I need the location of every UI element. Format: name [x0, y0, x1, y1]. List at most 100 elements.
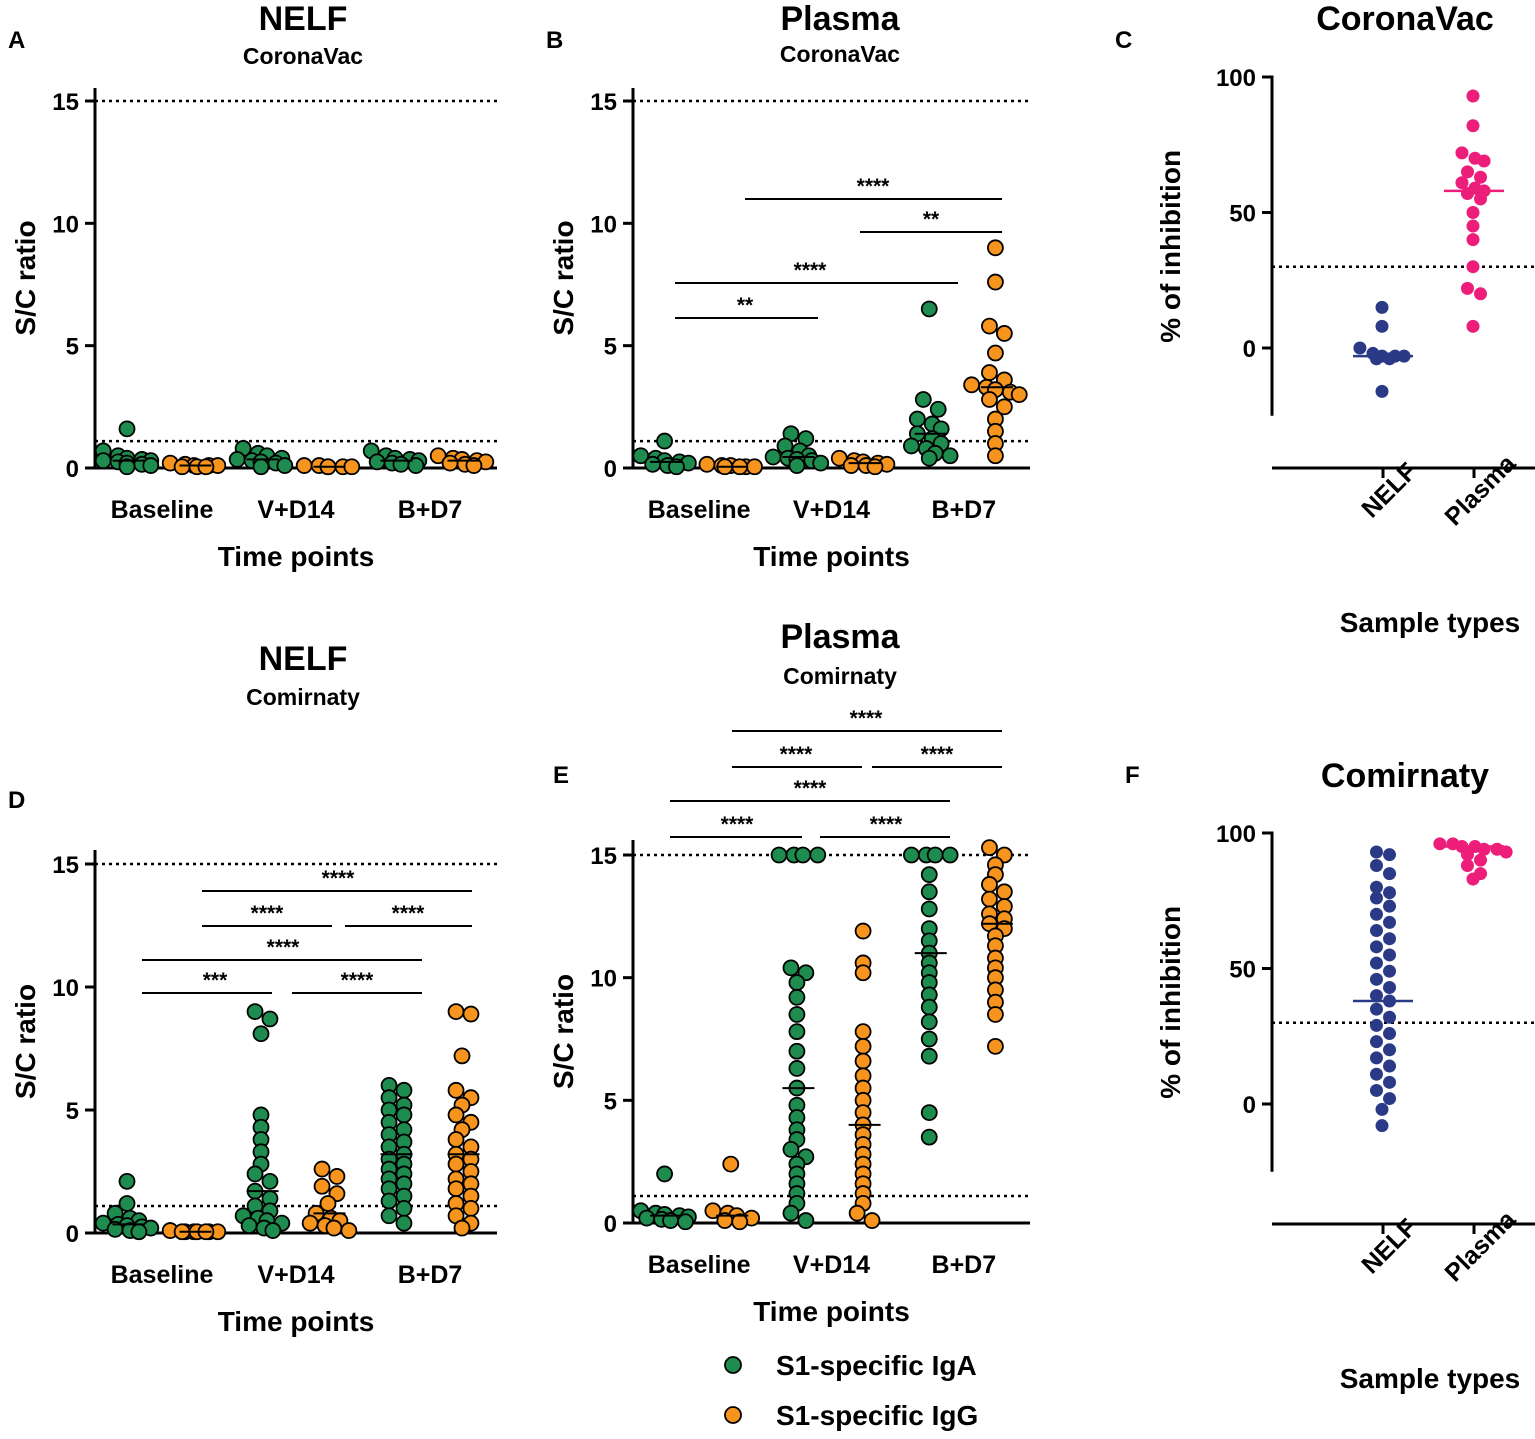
iga-point: [380, 1192, 398, 1210]
nelf-point: [1375, 319, 1389, 333]
nelf-point: [1369, 1051, 1383, 1065]
nelf-point: [1369, 1002, 1383, 1016]
igg-point: [1010, 386, 1028, 404]
iga-point: [94, 452, 112, 470]
iga-point: [656, 1165, 673, 1183]
plasma-point: [1455, 176, 1469, 190]
y-tick-label: 0: [604, 456, 617, 483]
nelf-point: [1369, 352, 1383, 366]
x-axis-label: Sample types: [1340, 607, 1521, 638]
panel-title: NELF: [259, 0, 348, 38]
panel-letter: D: [8, 787, 25, 814]
iga-point: [920, 900, 938, 918]
y-axis-label: S/C ratio: [548, 974, 579, 1089]
panel-subtitle: CoronaVac: [780, 41, 900, 67]
significance-label: ****: [267, 936, 301, 959]
igg-point: [854, 922, 872, 940]
igg-point: [453, 1219, 471, 1237]
x-axis-label: Time points: [218, 1306, 375, 1337]
nelf-point: [1383, 899, 1397, 913]
igg-point: [447, 1155, 465, 1173]
iga-point: [142, 457, 160, 474]
igg-point: [462, 1200, 480, 1217]
panel-d: D NELF Comirnaty 0 5 10 15 S/C ratio Baseline V+D…: [8, 640, 497, 1337]
igg-point: [313, 1177, 331, 1195]
y-tick-label: 10: [590, 966, 617, 993]
nelf-point: [1383, 352, 1397, 366]
igg-point: [447, 1131, 465, 1148]
iga-point: [770, 846, 788, 864]
iga-point: [252, 458, 270, 476]
iga-point: [794, 846, 812, 864]
igg-point: [447, 1106, 465, 1124]
plasma-point: [1474, 170, 1488, 184]
igg-point: [981, 317, 998, 335]
igg-point: [981, 890, 998, 908]
nelf-point: [1383, 1043, 1397, 1057]
category-label: V+D14: [257, 1261, 334, 1289]
igg-point: [746, 458, 763, 476]
panel-letter: F: [1125, 762, 1140, 789]
igg-point: [340, 1222, 358, 1239]
plasma-point: [1466, 260, 1480, 274]
igg-point: [987, 273, 1004, 291]
iga-point: [920, 449, 938, 467]
iga-point: [380, 1207, 398, 1225]
y-axis-label: % of inhibition: [1155, 906, 1186, 1099]
igg-point: [981, 876, 998, 893]
iga-point: [941, 846, 959, 864]
iga-point: [812, 454, 830, 472]
nelf-point: [1369, 845, 1383, 859]
y-axis-label: % of inhibition: [1155, 150, 1186, 343]
panel-title: Plasma: [780, 618, 900, 656]
igg-point: [301, 1214, 319, 1232]
iga-point: [392, 455, 410, 473]
iga-point: [118, 458, 136, 476]
igg-point: [447, 1180, 465, 1198]
igg-point: [441, 454, 459, 472]
iga-point: [130, 1223, 148, 1241]
igg-point: [963, 376, 981, 394]
iga-point: [656, 432, 673, 450]
iga-point: [920, 1030, 938, 1048]
igg-point: [447, 1081, 465, 1099]
panel-letter: A: [8, 27, 25, 54]
y-tick-label: 0: [1243, 1092, 1256, 1119]
panel-b: B Plasma CoronaVac 0 5 10 15 S/C ratio Baseline V…: [546, 0, 1030, 572]
category-label: V+D14: [793, 496, 870, 524]
iga-point: [261, 1172, 279, 1190]
iga-point: [920, 300, 938, 318]
panel-letter: B: [546, 27, 563, 54]
y-tick-label: 5: [66, 1098, 79, 1125]
nelf-point: [1369, 880, 1383, 894]
igg-point: [313, 1160, 331, 1178]
nelf-point: [1353, 341, 1367, 355]
igg-point: [848, 1204, 866, 1222]
iga-point: [668, 458, 685, 476]
nelf-point: [1369, 989, 1383, 1003]
iga-point: [118, 1172, 136, 1190]
category-label: Plasma: [1439, 1205, 1521, 1287]
nelf-point: [1383, 1027, 1397, 1041]
nelf-point: [1369, 972, 1383, 986]
iga-point: [788, 988, 806, 1006]
significance-label: **: [737, 294, 754, 317]
y-tick-label: 15: [590, 89, 617, 116]
nelf-point: [1369, 940, 1383, 954]
nelf-point: [1375, 300, 1389, 314]
category-label: B+D7: [932, 496, 997, 524]
plasma-point: [1474, 287, 1488, 301]
iga-point: [782, 1204, 800, 1222]
iga-point: [788, 1006, 806, 1023]
panel-subtitle: CoronaVac: [243, 43, 363, 69]
igg-point: [325, 1219, 343, 1237]
iga-point: [920, 883, 938, 901]
category-label: B+D7: [398, 1261, 463, 1289]
legend-item-igg: S1-specific IgG: [724, 1400, 978, 1431]
panel-title: NELF: [259, 640, 348, 678]
significance-label: ****: [850, 707, 884, 730]
iga-point: [395, 1106, 413, 1124]
category-label: B+D7: [932, 1251, 997, 1279]
